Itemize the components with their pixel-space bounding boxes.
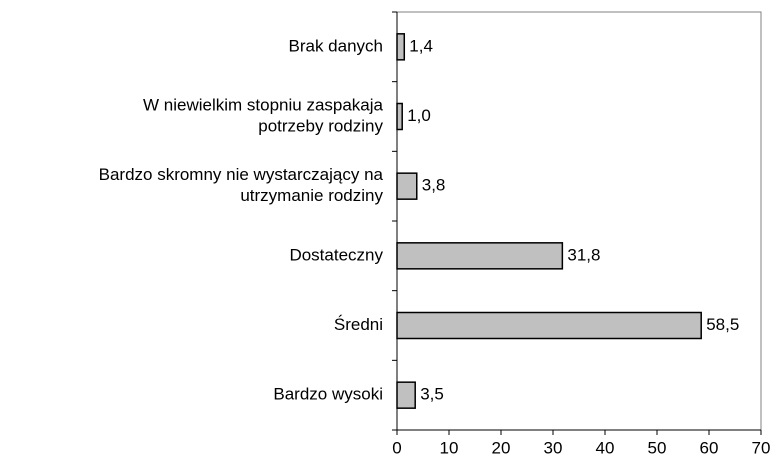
x-tick-label: 0 — [392, 438, 401, 457]
y-tick-label: utrzymanie rodziny — [240, 186, 383, 205]
y-tick-label: Dostateczny — [289, 245, 383, 264]
bar — [396, 311, 702, 340]
value-label: 31,8 — [567, 245, 600, 264]
bar — [396, 102, 403, 131]
x-tick-label: 20 — [492, 438, 511, 457]
x-tick-label: 60 — [700, 438, 719, 457]
bar — [396, 172, 418, 200]
y-tick-label: Brak danych — [289, 36, 384, 55]
plot-frame — [396, 11, 762, 431]
bar — [396, 33, 406, 61]
value-label: 3,8 — [422, 176, 446, 195]
y-tick-label: potrzeby rodziny — [258, 116, 383, 135]
x-tick-label: 10 — [440, 438, 459, 457]
y-tick-label: Bardzo wysoki — [273, 385, 383, 404]
value-label: 3,5 — [420, 385, 444, 404]
y-tick-label: W niewielkim stopniu zaspakaja — [143, 95, 384, 114]
bar — [396, 242, 564, 270]
x-tick-label: 70 — [752, 438, 771, 457]
x-tick-label: 40 — [596, 438, 615, 457]
y-tick-label: Średni — [334, 315, 383, 334]
bar — [396, 381, 416, 409]
value-label: 58,5 — [706, 315, 739, 334]
value-label: 1,0 — [407, 106, 431, 125]
x-tick-label: 30 — [544, 438, 563, 457]
x-tick-label: 50 — [648, 438, 667, 457]
y-tick-label: Bardzo skromny nie wystarczający na — [99, 165, 384, 184]
value-label: 1,4 — [409, 36, 433, 55]
